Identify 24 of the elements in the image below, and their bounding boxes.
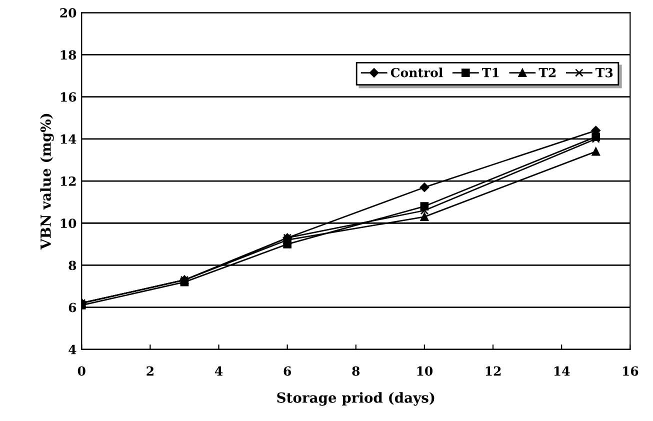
x-tick-label: 4 bbox=[214, 366, 223, 376]
x-tick-label: 2 bbox=[146, 366, 154, 376]
x-tick-label: 0 bbox=[78, 366, 86, 376]
y-tick-label: 6 bbox=[68, 302, 76, 312]
y-tick-label: 10 bbox=[60, 218, 76, 228]
x-tick-label: 12 bbox=[486, 366, 501, 376]
y-tick-label: 4 bbox=[68, 344, 76, 354]
legend-label: T2 bbox=[538, 68, 556, 78]
y-tick-label: 14 bbox=[60, 134, 76, 144]
x-tick-label: 6 bbox=[284, 366, 291, 376]
y-tick-label: 16 bbox=[60, 92, 76, 102]
legend-label: Control bbox=[390, 68, 443, 78]
x-tick-label: 14 bbox=[554, 366, 570, 376]
y-tick-label: 20 bbox=[60, 8, 76, 18]
y-axis-title: VBN value (mg%) bbox=[40, 114, 54, 250]
legend-label: T3 bbox=[596, 68, 613, 78]
legend-label: T1 bbox=[482, 68, 499, 78]
y-tick-label: 18 bbox=[60, 50, 76, 60]
x-axis-title: Storage priod (days) bbox=[277, 392, 434, 406]
y-tick-label: 8 bbox=[68, 260, 76, 270]
y-tick-label: 12 bbox=[60, 176, 76, 186]
x-tick-label: 16 bbox=[622, 366, 638, 376]
x-tick-label: 8 bbox=[352, 366, 360, 376]
x-tick-label: 10 bbox=[417, 366, 433, 376]
